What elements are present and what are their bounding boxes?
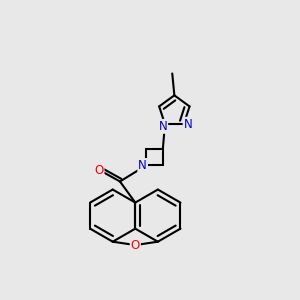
Text: N: N [158,120,167,133]
Text: O: O [131,238,140,252]
Text: N: N [184,118,192,131]
Text: O: O [94,164,104,177]
Text: N: N [138,159,147,172]
